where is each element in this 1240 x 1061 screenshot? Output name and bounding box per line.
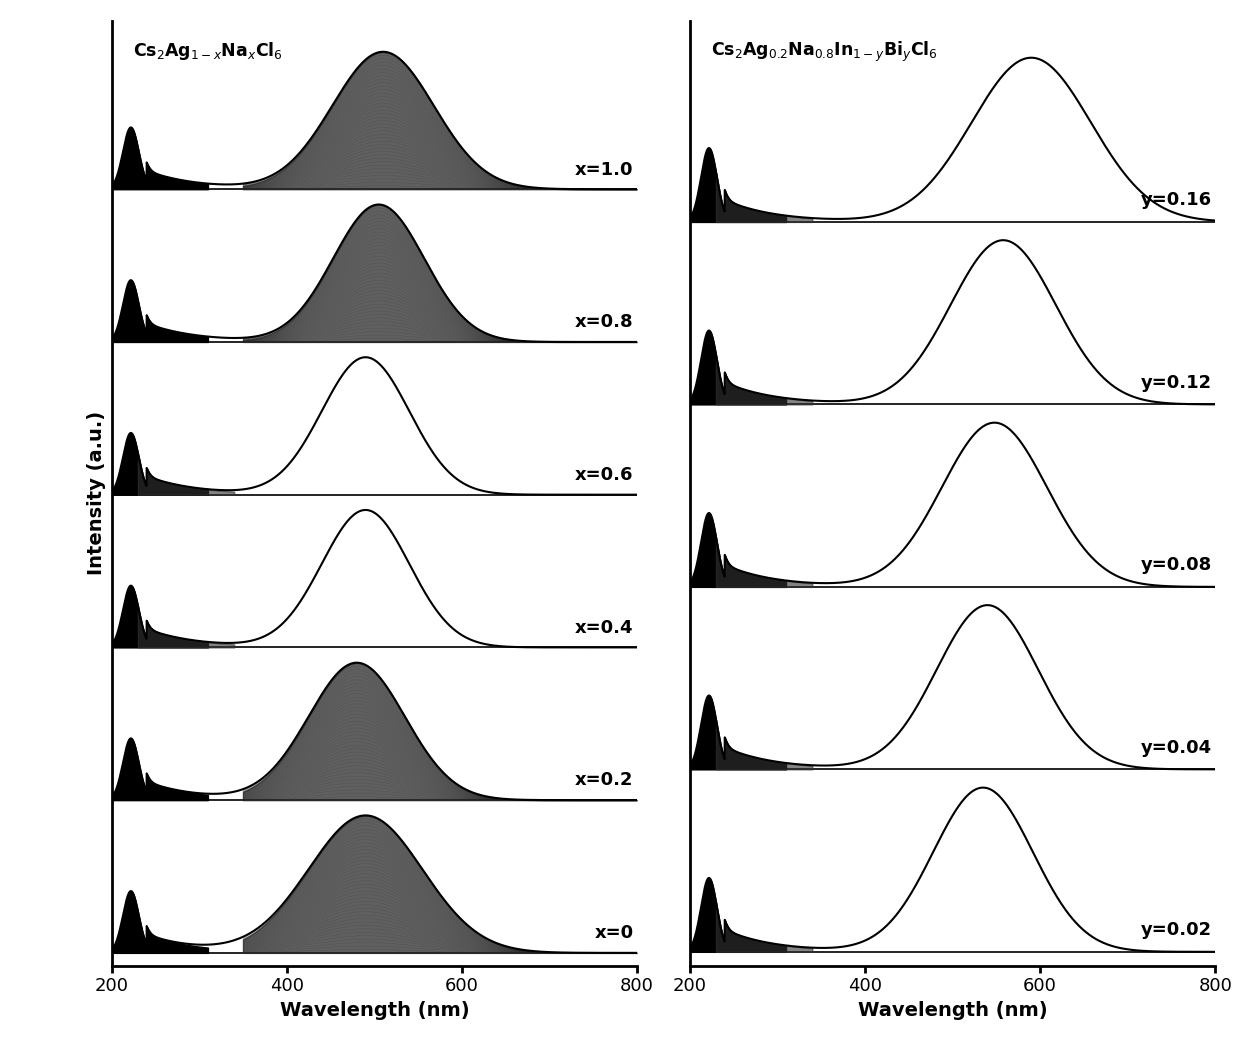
Text: x=0.2: x=0.2 — [575, 771, 634, 789]
Text: x=0: x=0 — [594, 924, 634, 942]
Text: y=0.02: y=0.02 — [1141, 921, 1211, 939]
Text: x=0.8: x=0.8 — [575, 313, 634, 331]
Text: x=0.6: x=0.6 — [575, 466, 634, 484]
Text: Cs$_2$Ag$_{1-x}$Na$_x$Cl$_6$: Cs$_2$Ag$_{1-x}$Na$_x$Cl$_6$ — [133, 40, 283, 63]
X-axis label: Wavelength (nm): Wavelength (nm) — [858, 1001, 1048, 1020]
Text: y=0.08: y=0.08 — [1141, 556, 1211, 574]
Text: y=0.04: y=0.04 — [1141, 738, 1211, 756]
X-axis label: Wavelength (nm): Wavelength (nm) — [279, 1001, 469, 1020]
Y-axis label: Intensity (a.u.): Intensity (a.u.) — [87, 412, 107, 575]
Text: Cs$_2$Ag$_{0.2}$Na$_{0.8}$In$_{1-y}$Bi$_y$Cl$_6$: Cs$_2$Ag$_{0.2}$Na$_{0.8}$In$_{1-y}$Bi$_… — [711, 40, 937, 65]
Text: y=0.16: y=0.16 — [1141, 191, 1211, 209]
Text: x=0.4: x=0.4 — [575, 619, 634, 637]
Text: x=1.0: x=1.0 — [575, 160, 634, 178]
Text: y=0.12: y=0.12 — [1141, 373, 1211, 392]
